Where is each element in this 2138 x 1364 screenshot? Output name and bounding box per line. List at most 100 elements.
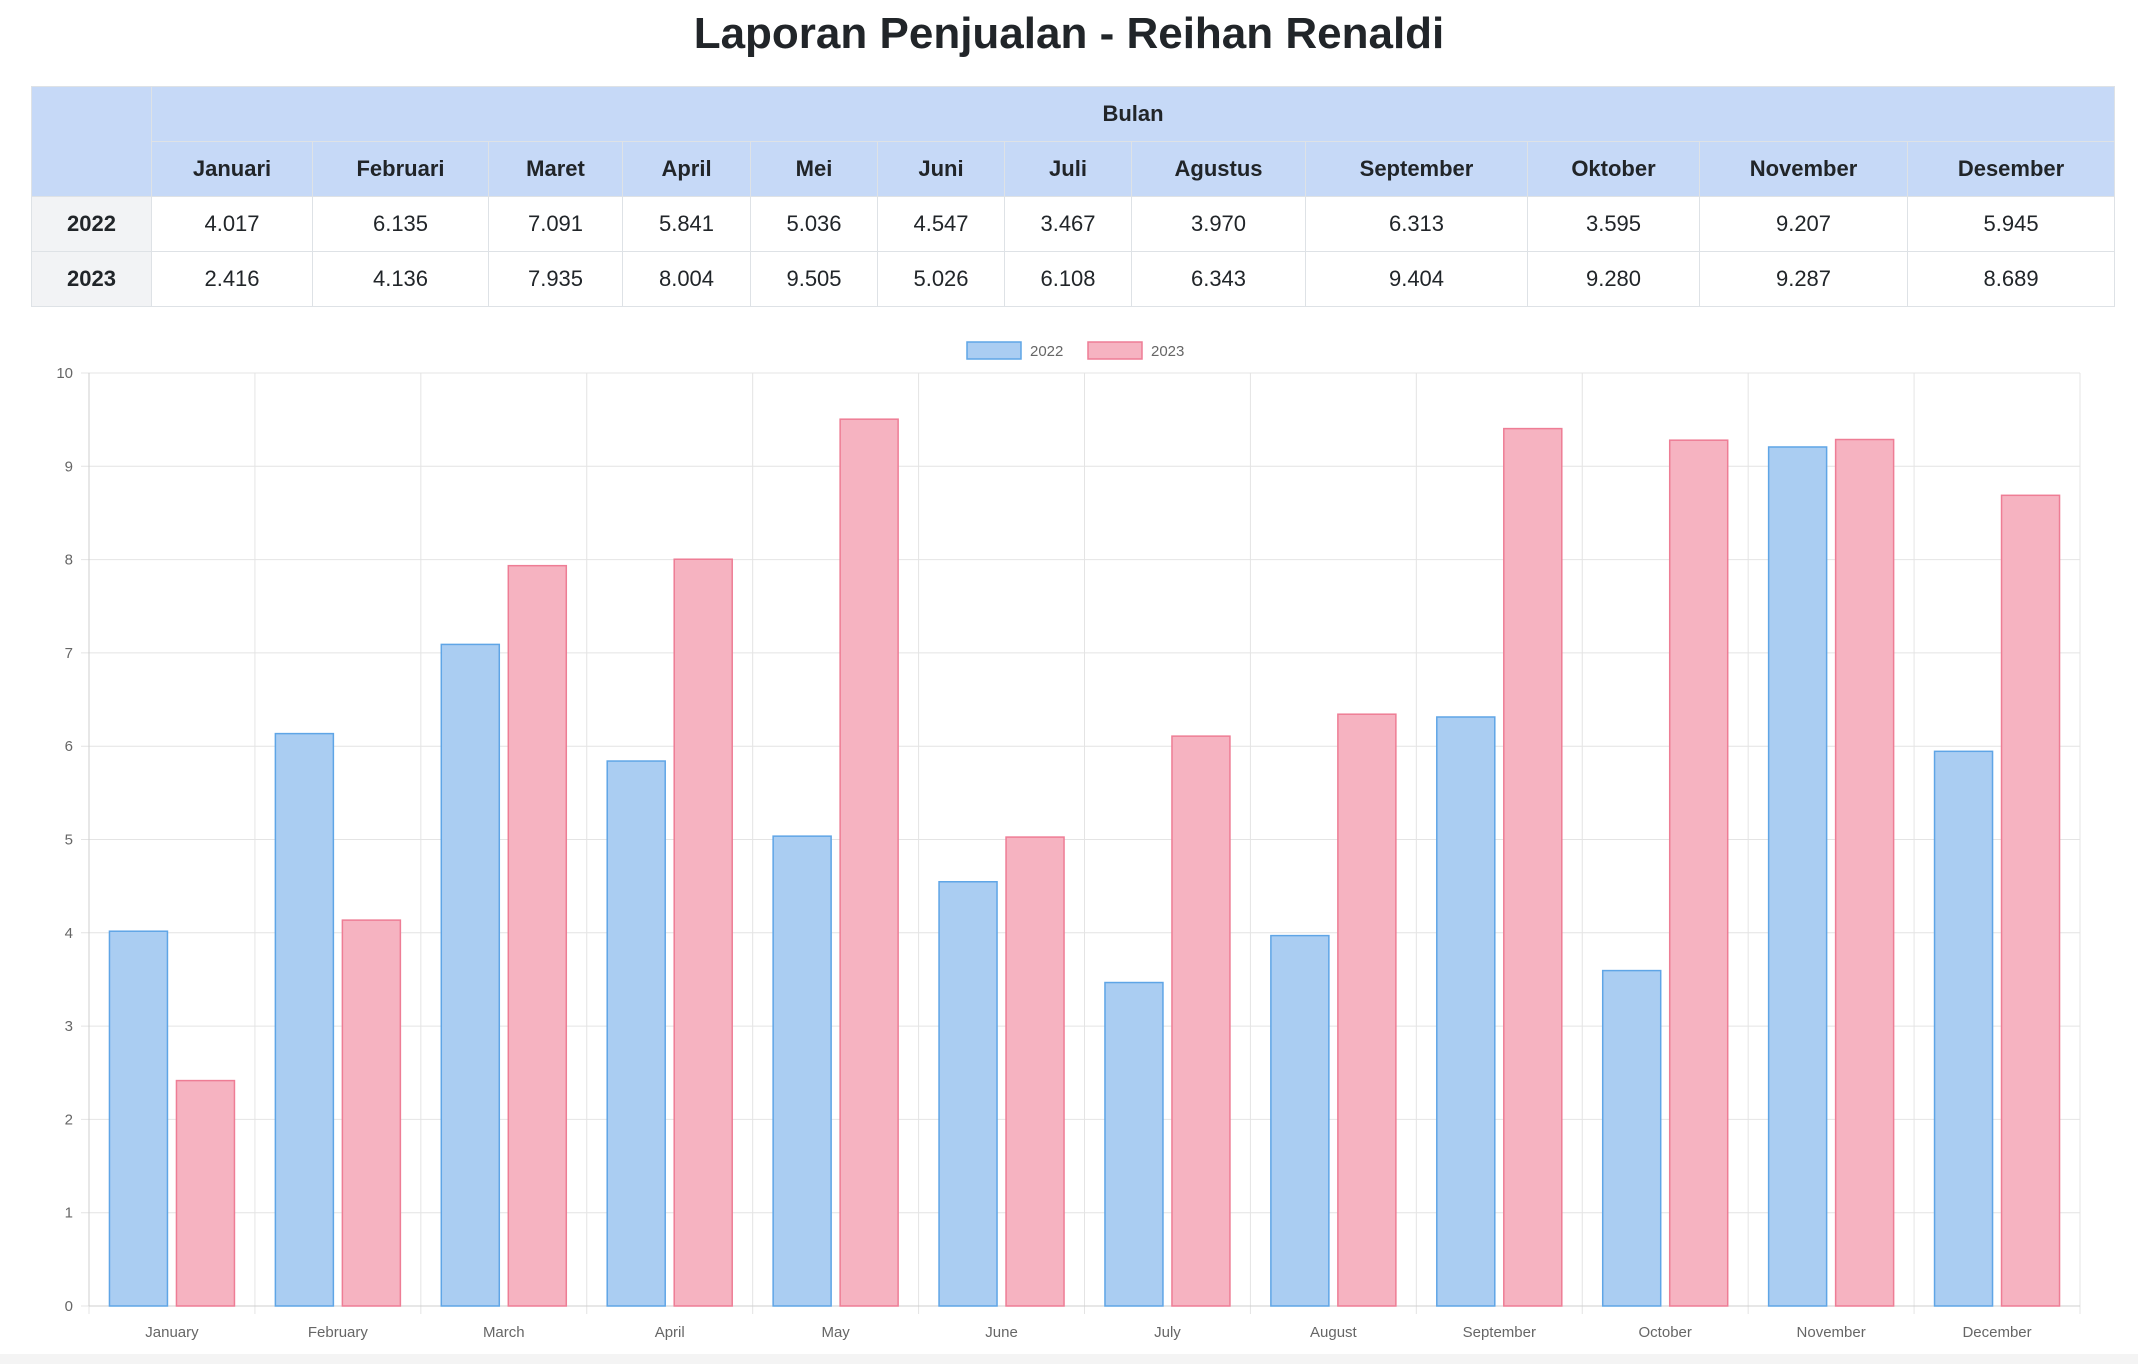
value-cell: 7.091 bbox=[488, 196, 623, 252]
value-cell: 9.505 bbox=[750, 251, 878, 307]
month-header: September bbox=[1305, 141, 1528, 197]
value-cell: 9.280 bbox=[1527, 251, 1700, 307]
table-corner-cell bbox=[31, 86, 152, 197]
bar-2023-october bbox=[1668, 439, 1729, 1307]
page-footer-strip bbox=[0, 1354, 2138, 1364]
x-tick-label: January bbox=[145, 1324, 199, 1341]
bar-chart: 0 1 2 3 4 5 6 7 8 9 10 January February March April May… bbox=[0, 330, 2138, 1364]
bar-2022-april bbox=[606, 760, 666, 1307]
value-cell: 3.467 bbox=[1004, 196, 1132, 252]
legend-swatch-2023 bbox=[1087, 341, 1143, 360]
value-cell: 5.026 bbox=[877, 251, 1005, 307]
x-tick-label: December bbox=[1962, 1324, 2031, 1341]
value-cell: 5.945 bbox=[1906, 196, 2116, 252]
x-tick-label: February bbox=[308, 1324, 369, 1341]
year-cell: 2022 bbox=[31, 196, 152, 252]
value-cell: 6.108 bbox=[1004, 251, 1132, 307]
month-header: Oktober bbox=[1527, 141, 1700, 197]
bar-2023-march bbox=[507, 564, 568, 1307]
value-cell: 9.404 bbox=[1305, 251, 1528, 307]
value-cell: 9.287 bbox=[1699, 251, 1908, 307]
value-cell: 6.313 bbox=[1305, 196, 1528, 252]
bar-2022-september bbox=[1436, 716, 1496, 1307]
y-tick-label: 9 bbox=[65, 458, 73, 475]
value-cell: 8.689 bbox=[1906, 251, 2116, 307]
y-tick-label: 0 bbox=[65, 1298, 73, 1315]
value-cell: 2.416 bbox=[151, 251, 313, 307]
bar-2022-october bbox=[1601, 969, 1662, 1307]
table-row: 2023 2.416 4.136 7.935 8.004 9.505 5.026… bbox=[31, 251, 2116, 307]
bar-2022-december bbox=[1933, 750, 1994, 1307]
bar-2022-august bbox=[1270, 934, 1330, 1307]
table-row: 2022 4.017 6.135 7.091 5.841 5.036 4.547… bbox=[31, 196, 2116, 252]
bar-2022-july bbox=[1104, 981, 1164, 1307]
bar-2022-february bbox=[274, 732, 335, 1307]
bar-2023-april bbox=[673, 558, 733, 1307]
value-cell: 5.036 bbox=[750, 196, 878, 252]
x-tick-label: July bbox=[1154, 1324, 1181, 1341]
table-month-header-row: Januari Februari Maret April Mei Juni Ju… bbox=[32, 141, 2116, 197]
x-tick-label: March bbox=[483, 1324, 525, 1341]
value-cell: 5.841 bbox=[622, 196, 751, 252]
bar-2023-august bbox=[1337, 713, 1397, 1307]
value-cell: 4.547 bbox=[877, 196, 1005, 252]
x-tick-label: May bbox=[821, 1324, 850, 1341]
legend-label-2022: 2022 bbox=[1030, 343, 1063, 360]
month-header: Mei bbox=[750, 141, 878, 197]
value-cell: 3.970 bbox=[1131, 196, 1306, 252]
x-tick-label: August bbox=[1310, 1324, 1358, 1341]
value-cell: 9.207 bbox=[1699, 196, 1908, 252]
y-tick-label: 8 bbox=[65, 552, 73, 569]
y-tick-label: 5 bbox=[65, 832, 73, 849]
y-tick-label: 2 bbox=[65, 1111, 73, 1128]
y-tick-label: 4 bbox=[65, 925, 73, 942]
y-tick-label: 1 bbox=[65, 1205, 73, 1222]
value-cell: 6.135 bbox=[312, 196, 489, 252]
legend-swatch-2022 bbox=[966, 341, 1022, 360]
month-header: Agustus bbox=[1131, 141, 1306, 197]
bar-2022-may bbox=[772, 835, 832, 1307]
month-header: Maret bbox=[488, 141, 623, 197]
month-header: Februari bbox=[312, 141, 489, 197]
value-cell: 4.136 bbox=[312, 251, 489, 307]
value-cell: 6.343 bbox=[1131, 251, 1306, 307]
y-tick-label: 6 bbox=[65, 738, 73, 755]
year-cell: 2023 bbox=[31, 251, 152, 307]
month-header: Januari bbox=[151, 141, 313, 197]
bar-2023-february bbox=[341, 919, 402, 1307]
month-header: Desember bbox=[1906, 141, 2116, 197]
sales-table: Bulan Januari Februari Maret April Mei J… bbox=[31, 86, 2116, 307]
table-group-header-row: Bulan bbox=[31, 86, 2116, 197]
table-group-header: Bulan bbox=[150, 86, 2116, 142]
x-tick-label: September bbox=[1463, 1324, 1536, 1341]
value-cell: 3.595 bbox=[1527, 196, 1700, 252]
bar-2023-january bbox=[175, 1079, 236, 1307]
month-header: April bbox=[622, 141, 751, 197]
x-tick-label: April bbox=[655, 1324, 685, 1341]
month-header: November bbox=[1699, 141, 1908, 197]
bar-2023-june bbox=[1005, 836, 1065, 1307]
bar-2023-july bbox=[1171, 735, 1231, 1307]
value-cell: 8.004 bbox=[622, 251, 751, 307]
x-tick-label: June bbox=[985, 1324, 1018, 1341]
bar-2023-september bbox=[1503, 427, 1563, 1307]
y-tick-label: 7 bbox=[65, 645, 73, 662]
value-cell: 4.017 bbox=[151, 196, 313, 252]
legend-label-2023: 2023 bbox=[1151, 343, 1184, 360]
y-tick-label: 10 bbox=[56, 365, 73, 382]
bar-2022-june bbox=[938, 881, 998, 1307]
bar-2022-march bbox=[440, 643, 501, 1307]
x-tick-label: October bbox=[1639, 1324, 1692, 1341]
chart-canvas: 0 1 2 3 4 5 6 7 8 9 10 January February March April May… bbox=[56, 341, 2081, 1341]
bar-2022-january bbox=[108, 930, 169, 1307]
bar-2023-december bbox=[2000, 494, 2061, 1307]
value-cell: 7.935 bbox=[488, 251, 623, 307]
month-header: Juli bbox=[1004, 141, 1132, 197]
month-header: Juni bbox=[877, 141, 1005, 197]
x-tick-label: November bbox=[1797, 1324, 1866, 1341]
bar-2022-november bbox=[1767, 446, 1828, 1307]
bar-2023-may bbox=[839, 418, 899, 1307]
y-tick-label: 3 bbox=[65, 1018, 73, 1035]
page-title: Laporan Penjualan - Reihan Renaldi bbox=[693, 9, 1445, 58]
bar-2023-november bbox=[1834, 438, 1895, 1307]
